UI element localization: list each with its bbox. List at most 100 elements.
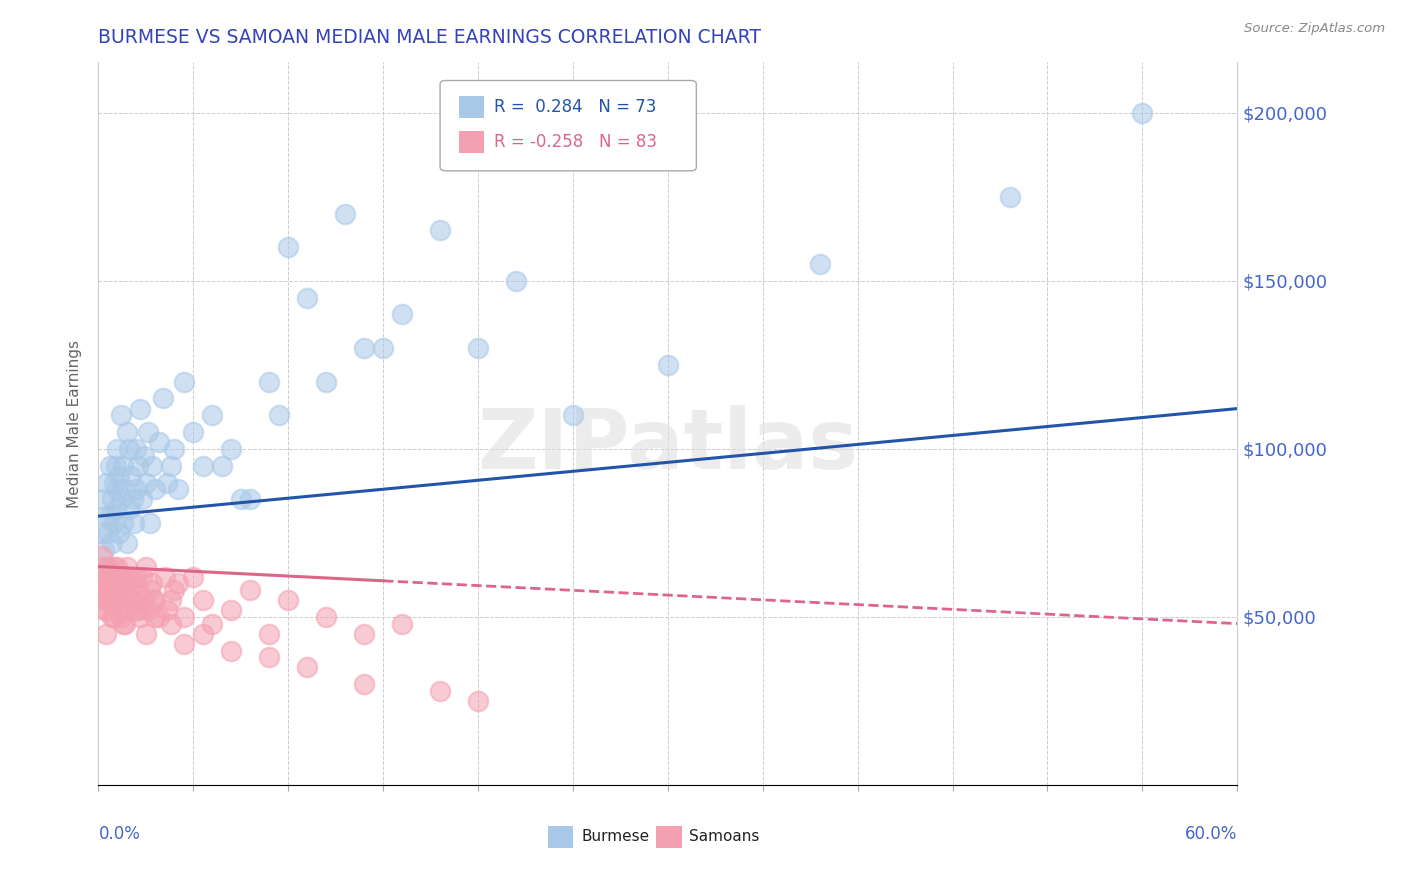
Point bbox=[107, 442, 129, 456]
Point bbox=[107, 559, 129, 574]
Point bbox=[97, 559, 120, 574]
Point bbox=[259, 375, 281, 389]
Point bbox=[98, 509, 121, 524]
Point bbox=[129, 610, 152, 624]
Point bbox=[121, 593, 143, 607]
Point bbox=[136, 425, 159, 439]
Point bbox=[108, 603, 131, 617]
Point bbox=[103, 610, 125, 624]
Point bbox=[239, 492, 262, 507]
Point bbox=[127, 458, 149, 473]
Point bbox=[505, 274, 527, 288]
Point bbox=[191, 458, 214, 473]
Point bbox=[141, 576, 163, 591]
Point bbox=[132, 449, 155, 463]
Point bbox=[353, 626, 375, 640]
Point bbox=[104, 569, 127, 583]
Point bbox=[103, 559, 125, 574]
Point bbox=[277, 240, 299, 254]
Point bbox=[183, 569, 205, 583]
Point bbox=[138, 516, 160, 530]
Point bbox=[239, 582, 262, 597]
Point bbox=[100, 576, 122, 591]
Point bbox=[467, 694, 489, 708]
Point bbox=[104, 502, 127, 516]
Point bbox=[112, 616, 135, 631]
Point bbox=[159, 458, 181, 473]
Point bbox=[211, 458, 233, 473]
Point bbox=[163, 442, 186, 456]
Point bbox=[100, 536, 122, 550]
Point bbox=[145, 593, 167, 607]
Point bbox=[97, 525, 120, 540]
Point bbox=[191, 593, 214, 607]
Point bbox=[173, 637, 195, 651]
Point bbox=[297, 660, 319, 674]
Text: Burmese: Burmese bbox=[581, 830, 650, 845]
Point bbox=[110, 582, 132, 597]
Point bbox=[91, 582, 114, 597]
Point bbox=[429, 223, 451, 237]
Point bbox=[221, 603, 243, 617]
Point bbox=[131, 569, 153, 583]
Point bbox=[110, 492, 132, 507]
Point bbox=[114, 576, 136, 591]
Point bbox=[112, 569, 135, 583]
Point bbox=[135, 559, 157, 574]
Point bbox=[115, 536, 138, 550]
Point bbox=[221, 442, 243, 456]
Point bbox=[152, 392, 174, 406]
Point bbox=[229, 492, 252, 507]
FancyBboxPatch shape bbox=[460, 131, 485, 153]
Point bbox=[259, 626, 281, 640]
Point bbox=[159, 616, 181, 631]
Point bbox=[115, 425, 138, 439]
Point bbox=[125, 442, 148, 456]
Point bbox=[129, 401, 152, 416]
Point bbox=[94, 509, 117, 524]
Point bbox=[156, 603, 179, 617]
Point bbox=[191, 626, 214, 640]
Point bbox=[335, 207, 357, 221]
Point bbox=[98, 582, 121, 597]
Point bbox=[97, 582, 120, 597]
Point bbox=[315, 375, 337, 389]
Point bbox=[136, 603, 159, 617]
Point bbox=[97, 593, 120, 607]
Point bbox=[391, 308, 413, 322]
Point bbox=[94, 603, 117, 617]
Point bbox=[94, 576, 117, 591]
Point bbox=[353, 677, 375, 691]
FancyBboxPatch shape bbox=[548, 826, 574, 847]
Point bbox=[267, 409, 290, 423]
Point bbox=[135, 626, 157, 640]
Point bbox=[120, 569, 142, 583]
Point bbox=[118, 582, 141, 597]
Text: BURMESE VS SAMOAN MEDIAN MALE EARNINGS CORRELATION CHART: BURMESE VS SAMOAN MEDIAN MALE EARNINGS C… bbox=[98, 28, 762, 47]
Text: R =  0.284   N = 73: R = 0.284 N = 73 bbox=[494, 98, 657, 116]
Point bbox=[163, 582, 186, 597]
Point bbox=[121, 492, 143, 507]
Point bbox=[141, 458, 163, 473]
Point bbox=[103, 475, 125, 490]
Point bbox=[998, 190, 1021, 204]
FancyBboxPatch shape bbox=[657, 826, 682, 847]
Point bbox=[657, 358, 679, 372]
Point bbox=[94, 626, 117, 640]
Point bbox=[104, 458, 127, 473]
Point bbox=[297, 291, 319, 305]
Point bbox=[112, 593, 135, 607]
Point bbox=[353, 341, 375, 355]
Point bbox=[125, 482, 148, 496]
Point bbox=[114, 616, 136, 631]
Point bbox=[108, 569, 131, 583]
Point bbox=[93, 559, 115, 574]
Point bbox=[221, 643, 243, 657]
Point bbox=[98, 593, 121, 607]
Point bbox=[562, 409, 585, 423]
Point bbox=[110, 610, 132, 624]
Point bbox=[259, 650, 281, 665]
Point bbox=[145, 482, 167, 496]
Text: Samoans: Samoans bbox=[689, 830, 759, 845]
Point bbox=[125, 603, 148, 617]
